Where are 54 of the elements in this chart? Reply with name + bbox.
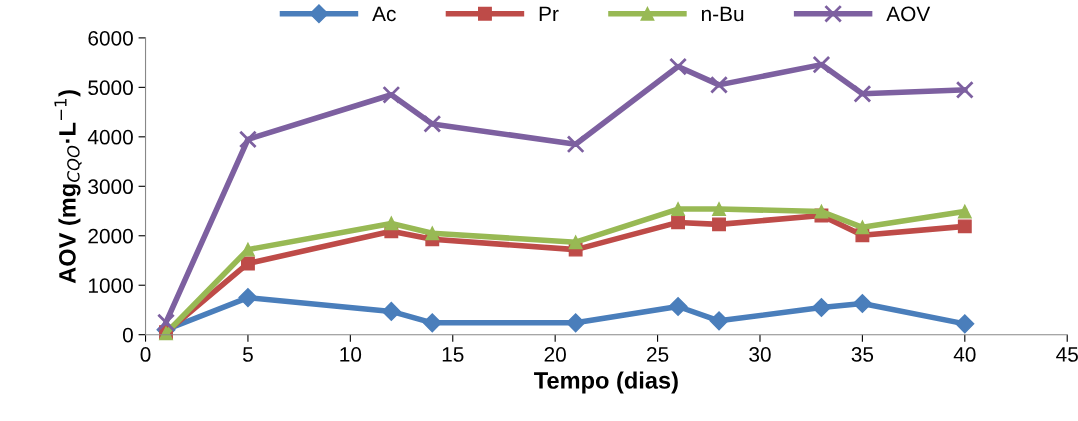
x-tick-label: 45: [1056, 347, 1078, 362]
x-tick-label: 30: [749, 347, 771, 362]
point: [671, 215, 686, 230]
point: [422, 313, 442, 333]
point: [668, 296, 688, 317]
y-tick-label: 6000: [88, 30, 133, 46]
point: [566, 135, 585, 154]
point: [957, 219, 972, 234]
point: [669, 57, 688, 76]
point: [712, 202, 726, 216]
point: [381, 301, 401, 321]
point: [957, 204, 972, 219]
legend-label: Pr: [539, 6, 559, 22]
point: [566, 313, 586, 333]
x-tick-label: 5: [242, 347, 253, 362]
x-tick-label: 20: [544, 347, 566, 362]
point: [811, 297, 831, 318]
x-tick-label: 15: [442, 347, 464, 362]
point: [382, 85, 401, 104]
point: [955, 80, 974, 99]
x-tick-label: 10: [340, 347, 362, 362]
y-tick-label: 3000: [88, 179, 133, 195]
point: [671, 202, 686, 216]
x-tick-label: 25: [647, 347, 669, 362]
point: [384, 216, 399, 231]
point: [853, 84, 872, 103]
point: [814, 204, 829, 219]
x-axis-title: Tempo (dias): [534, 371, 678, 394]
point: [425, 226, 440, 241]
point: [423, 114, 442, 133]
y-tick-label: 4000: [87, 129, 133, 145]
point: [709, 311, 729, 331]
y-tick-label: 5000: [88, 80, 133, 96]
point: [855, 220, 870, 235]
legend-label: AOV: [886, 6, 931, 22]
point: [852, 293, 872, 314]
legend-label: n-Bu: [701, 6, 744, 22]
point: [240, 256, 255, 271]
point: [955, 314, 975, 334]
point: [712, 217, 726, 232]
point: [156, 313, 176, 332]
point: [568, 235, 583, 250]
point: [238, 130, 257, 149]
legend-label: Ac: [372, 6, 396, 22]
x-tick-label: 0: [140, 347, 151, 362]
x-tick-label: 35: [851, 347, 874, 362]
y-axis-title: AOV (mg$_{CQO}$·L$^{−1}$): [54, 90, 82, 284]
y-tick-label: 1000: [88, 278, 133, 293]
y-tick-label: 2000: [88, 228, 133, 244]
point: [710, 75, 729, 94]
point: [238, 288, 258, 308]
y-tick-label: 0: [122, 327, 133, 343]
x-tick-label: 40: [953, 347, 976, 362]
point: [812, 55, 831, 74]
